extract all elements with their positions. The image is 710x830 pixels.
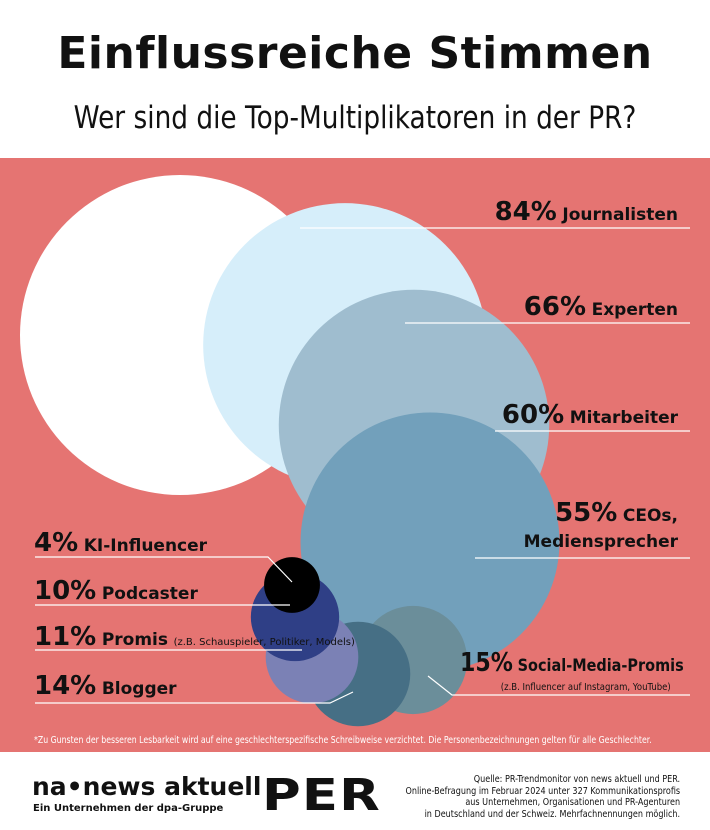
label-promis: 11% Promis (z.B. Schauspieler, Politiker… <box>34 622 355 652</box>
label-podcaster: 10% Podcaster <box>34 576 198 606</box>
label-blogger: 14% Blogger <box>34 671 177 701</box>
label-mitarbeiter: 60% Mitarbeiter <box>501 400 678 430</box>
label-social-media-promis: 15% Social-Media-Promis (z.B. Influencer… <box>460 648 684 693</box>
leader-line <box>35 556 293 583</box>
label-ceos: 55% CEOs, Mediensprecher <box>523 498 678 552</box>
label-journalisten: 84% Journalisten <box>494 197 678 227</box>
bubble-ceos <box>300 412 560 672</box>
footnote: *Zu Gunsten der besseren Lesbarkeit wird… <box>34 735 652 746</box>
label-ki-influencer: 4% KI-Influencer <box>34 528 208 558</box>
page-subtitle: Wer sind die Top-Multiplikatoren in der … <box>73 100 637 136</box>
per-logo: PER <box>262 770 382 821</box>
bubble-ki-influencer <box>264 557 320 613</box>
label-experten: 66% Experten <box>523 292 678 322</box>
page-title: Einflussreiche Stimmen <box>57 28 653 79</box>
news-aktuell-logo: na•news aktuell <box>32 772 262 801</box>
leader-line <box>427 675 690 696</box>
source-note: Quelle: PR-Trendmonitor von news aktuell… <box>405 774 680 820</box>
news-aktuell-tagline: Ein Unternehmen der dpa-Gruppe <box>33 803 224 814</box>
leader-line <box>35 691 354 704</box>
